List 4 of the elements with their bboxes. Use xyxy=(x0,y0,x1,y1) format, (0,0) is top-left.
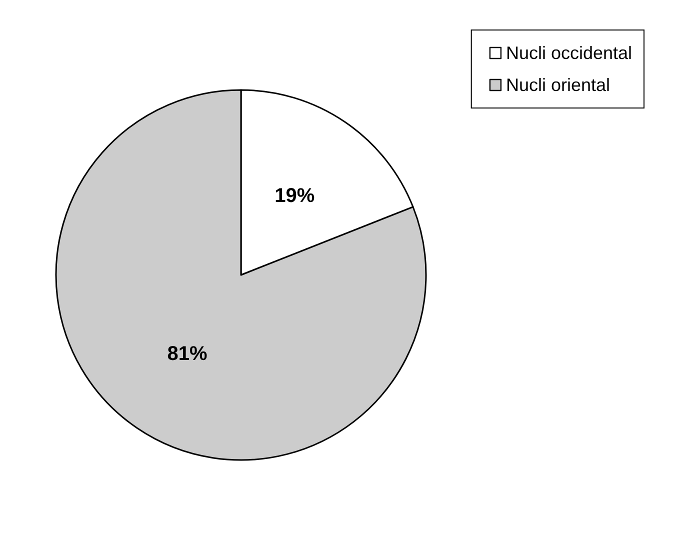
data-label: 19% xyxy=(274,185,315,208)
data-label: 81% xyxy=(167,342,208,365)
legend-label: Nucli oriental xyxy=(506,75,610,95)
legend-label: Nucli occidental xyxy=(506,43,632,63)
